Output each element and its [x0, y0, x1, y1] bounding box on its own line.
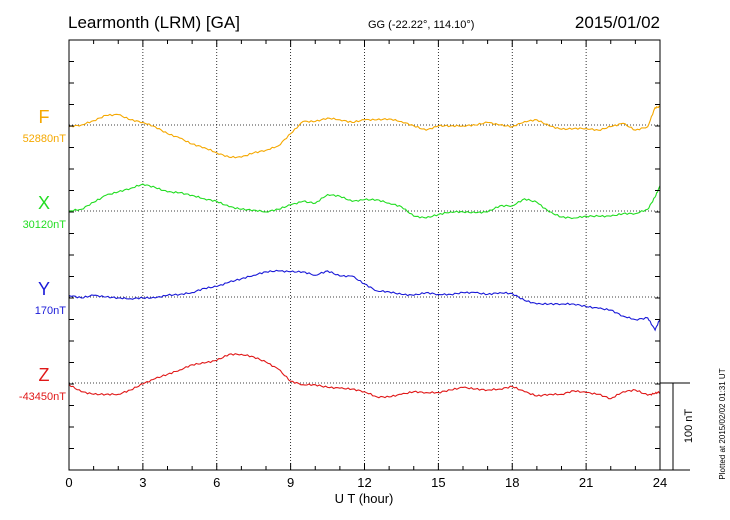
series-label-x: X [38, 193, 50, 213]
series-label-f: F [39, 107, 50, 127]
x-tick-label: 24 [653, 475, 667, 490]
x-tick-label: 9 [287, 475, 294, 490]
component-labels: F 52880nT X 30120nT Y 170nT Z -43450nT [19, 107, 66, 403]
series-label-y: Y [38, 279, 50, 299]
baseline-label-z: -43450nT [19, 391, 66, 403]
series-line-f [68, 105, 661, 159]
grid-lines [69, 40, 660, 470]
coords-label: GG (-22.22°, 114.10°) [368, 19, 474, 31]
x-tick-label: 0 [65, 475, 72, 490]
x-tick-label: 18 [505, 475, 519, 490]
x-tick-label: 12 [357, 475, 371, 490]
baseline-label-f: 52880nT [23, 133, 67, 145]
x-tick-label: 6 [213, 475, 220, 490]
scale-label: 100 nT [683, 409, 695, 444]
axis-ticks: 0 3 6 9 12 15 18 21 24 [65, 39, 667, 490]
baseline-label-y: 170nT [35, 305, 66, 317]
series-line-z [68, 353, 661, 400]
date-label: 2015/01/02 [575, 13, 660, 32]
series-line-y [68, 269, 661, 332]
x-tick-label: 21 [579, 475, 593, 490]
series-line-x [68, 183, 661, 220]
series-label-z: Z [39, 365, 50, 385]
x-tick-label: 3 [139, 475, 146, 490]
plotted-footnote: Plotted at 2015/02/02 01:31 UT [718, 368, 727, 479]
station-title: Learmonth (LRM) [GA] [68, 13, 240, 32]
series-group [68, 105, 661, 400]
scale-bar: 100 nT [660, 382, 695, 471]
baseline-label-x: 30120nT [23, 219, 67, 231]
x-tick-label: 15 [431, 475, 445, 490]
x-axis-label: U T (hour) [335, 491, 394, 506]
plot-frame [68, 39, 661, 471]
